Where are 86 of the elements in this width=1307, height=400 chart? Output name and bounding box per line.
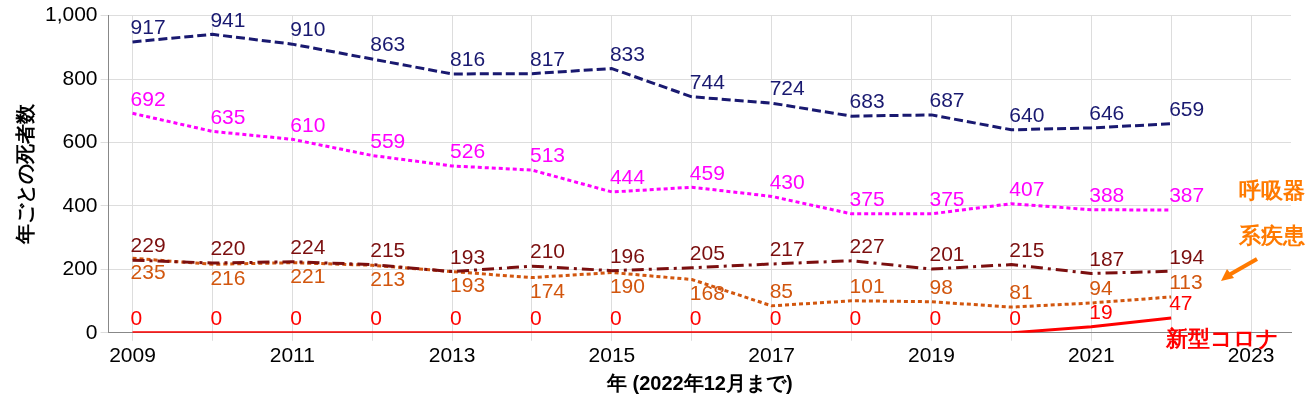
- data-label: 659: [1169, 97, 1205, 121]
- data-label: 683: [849, 89, 885, 113]
- data-label: 941: [210, 7, 246, 31]
- data-label: 635: [210, 104, 246, 128]
- data-label: 213: [370, 266, 406, 290]
- data-label: 0: [689, 306, 702, 330]
- x-tick-label: 2015: [588, 343, 636, 367]
- data-label: 833: [609, 41, 645, 65]
- data-label: 196: [609, 243, 645, 267]
- data-label: 640: [1009, 103, 1045, 127]
- data-label: 101: [849, 274, 885, 298]
- data-label: 0: [290, 306, 302, 330]
- y-tick-label: 200: [62, 256, 98, 280]
- x-tick-label: 2021: [1067, 343, 1115, 367]
- data-label: 187: [1089, 246, 1125, 270]
- data-label: 0: [210, 306, 223, 330]
- data-label: 0: [530, 306, 542, 330]
- data-label: 430: [769, 169, 805, 193]
- data-label: 610: [290, 112, 326, 136]
- data-label: 94: [1089, 276, 1113, 300]
- data-label: 817: [530, 46, 566, 70]
- data-label: 215: [1009, 237, 1045, 261]
- data-label: 513: [530, 143, 566, 167]
- data-label: 444: [609, 165, 646, 189]
- data-label: 221: [290, 264, 326, 287]
- data-label: 193: [450, 244, 486, 268]
- data-label: 190: [609, 273, 645, 297]
- data-label: 113: [1169, 270, 1203, 294]
- y-tick-label: 400: [62, 192, 98, 216]
- x-tick-label: 2009: [109, 343, 156, 367]
- data-label: 216: [210, 265, 246, 289]
- data-label: 692: [130, 86, 166, 110]
- y-tick-label: 0: [85, 319, 98, 343]
- x-tick-label: 2019: [908, 343, 955, 367]
- data-label: 224: [290, 235, 326, 259]
- data-label: 205: [689, 241, 725, 265]
- data-label: 407: [1009, 177, 1045, 200]
- data-label: 81: [1009, 280, 1033, 304]
- data-label: 863: [370, 32, 406, 56]
- data-label: 0: [609, 306, 622, 330]
- data-label: 217: [769, 237, 805, 261]
- text: 呼吸器系疾患: [1238, 178, 1307, 249]
- data-label: 687: [929, 88, 965, 112]
- data-label: 47: [1169, 291, 1193, 315]
- data-label: 0: [1009, 306, 1022, 330]
- data-label: 526: [450, 139, 486, 163]
- x-tick-label: 2011: [269, 343, 315, 367]
- data-label: 174: [530, 278, 566, 302]
- data-label: 646: [1089, 101, 1125, 125]
- data-label: 910: [290, 17, 326, 41]
- data-label: 375: [929, 187, 965, 211]
- data-label: 387: [1169, 183, 1205, 207]
- data-label: 193: [450, 272, 486, 296]
- data-label: 559: [370, 128, 406, 152]
- data-label: 235: [130, 259, 166, 283]
- data-label: 0: [450, 306, 462, 330]
- y-axis-title: 年ごとの死者数: [13, 103, 36, 246]
- data-label: 816: [450, 47, 486, 71]
- data-label: 917: [130, 15, 166, 39]
- data-label: 459: [689, 160, 725, 184]
- y-tick-label: 800: [62, 65, 98, 89]
- data-label: 210: [530, 239, 566, 263]
- data-label: 0: [929, 306, 942, 330]
- x-tick-label: 2017: [748, 343, 796, 367]
- y-tick-label: 1,000: [44, 2, 98, 26]
- x-axis-title: 年 (2022年12月まで): [605, 371, 793, 394]
- data-label: 0: [769, 306, 782, 330]
- data-label: 375: [849, 187, 885, 211]
- data-label: 0: [370, 306, 382, 330]
- data-label: 98: [929, 275, 953, 299]
- data-label: 744: [689, 70, 726, 94]
- data-label: 227: [849, 234, 885, 258]
- data-label: 19: [1089, 300, 1113, 324]
- data-label: 168: [689, 280, 725, 304]
- data-label: 201: [929, 242, 965, 266]
- data-label: 215: [370, 237, 406, 261]
- x-tick-label: 2013: [428, 343, 476, 367]
- data-label: 388: [1089, 183, 1125, 207]
- data-label: 220: [210, 236, 246, 260]
- data-label: 724: [769, 76, 806, 100]
- y-tick-label: 600: [62, 129, 98, 153]
- data-label: 85: [769, 279, 794, 303]
- data-label: 194: [1169, 244, 1205, 268]
- data-label: 0: [849, 306, 862, 330]
- data-label: 229: [130, 233, 166, 257]
- data-label: 0: [130, 306, 143, 330]
